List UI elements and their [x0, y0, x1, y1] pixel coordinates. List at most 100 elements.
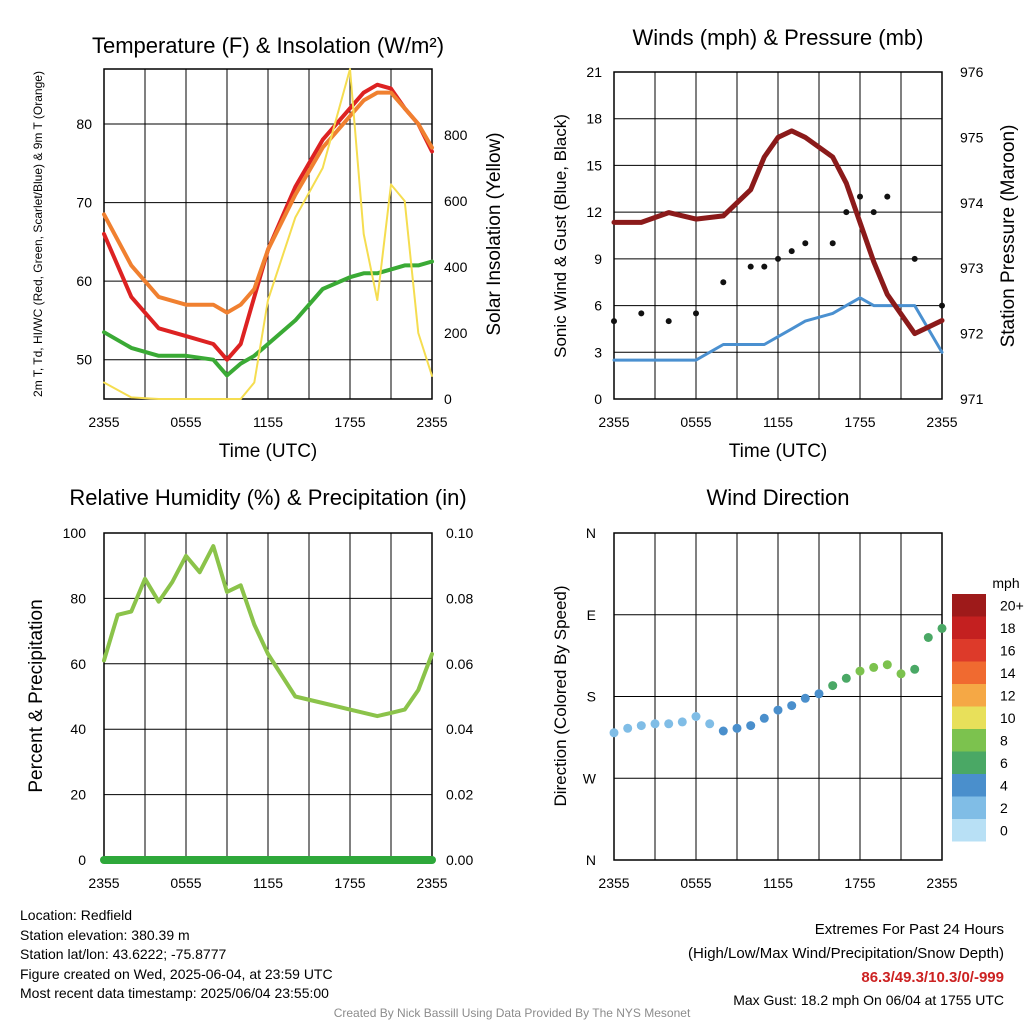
y-tick-label: 70: [76, 195, 92, 211]
y2-tick-label: 600: [444, 193, 468, 209]
x-tick-label: 1755: [844, 414, 875, 430]
gust-point: [870, 209, 877, 216]
y-tick-label: 60: [76, 273, 92, 289]
gust-point: [788, 248, 795, 255]
legend-swatch: [952, 661, 986, 684]
direction-point: [609, 728, 619, 738]
y-tick-label: 40: [70, 721, 86, 737]
legend-label: 16: [1000, 642, 1016, 658]
direction-point: [636, 721, 646, 731]
gust-point: [939, 302, 945, 309]
x-tick-label: 1155: [763, 875, 793, 891]
y-tick-label: W: [583, 770, 597, 786]
direction-point: [869, 662, 879, 672]
direction-point: [828, 681, 838, 691]
legend-label: 20+: [1000, 597, 1024, 613]
panel-title: Wind Direction: [706, 485, 849, 510]
x-tick-label: 2355: [88, 414, 119, 430]
legend-label: 2: [1000, 800, 1008, 816]
legend-swatch: [952, 729, 986, 752]
direction-point: [923, 633, 933, 642]
y-tick-label: 0: [594, 391, 602, 407]
direction-point: [937, 623, 947, 633]
y2-tick-label: 972: [960, 326, 984, 342]
credit-line: Created By Nick Bassill Using Data Provi…: [333, 1006, 691, 1020]
direction-point: [677, 717, 687, 727]
gust-point: [761, 263, 768, 270]
y-tick-label: 6: [594, 298, 602, 314]
y2-tick-label: 0.04: [446, 721, 473, 737]
x-axis-label: Time (UTC): [729, 441, 828, 462]
recent-timestamp: Most recent data timestamp: 2025/06/04 2…: [20, 985, 329, 1001]
gust-point: [857, 193, 863, 200]
direction-point: [623, 723, 633, 733]
x-tick-label: 2355: [88, 875, 119, 891]
y2-tick-label: 0.00: [446, 852, 473, 868]
x-tick-label: 0555: [170, 414, 201, 430]
y-tick-label: N: [586, 525, 596, 541]
y2-tick-label: 400: [444, 259, 468, 275]
y2-tick-label: 973: [960, 260, 984, 276]
direction-point: [896, 669, 906, 679]
legend-title: mph: [992, 575, 1019, 591]
figure-created: Figure created on Wed, 2025-06-04, at 23…: [20, 965, 333, 982]
y2-tick-label: 0.06: [446, 656, 473, 672]
y2-tick-label: 976: [960, 64, 984, 80]
gust-point: [911, 255, 918, 262]
panel-title: Relative Humidity (%) & Precipitation (i…: [69, 485, 466, 510]
gust-point: [638, 310, 645, 317]
y2-tick-label: 971: [960, 391, 984, 407]
direction-point: [800, 693, 810, 703]
y2-tick-label: 0: [444, 391, 452, 407]
direction-point: [705, 719, 715, 729]
panel-title: Winds (mph) & Pressure (mb): [633, 25, 924, 50]
gust-point: [693, 310, 699, 317]
gust-point: [611, 318, 617, 325]
y-tick-label: 9: [594, 251, 602, 267]
y2-tick-label: 975: [960, 129, 984, 145]
legend-swatch: [952, 616, 986, 639]
station-elevation: Station elevation: 380.39 m: [20, 926, 190, 943]
legend-swatch: [952, 819, 986, 842]
panel-title: Temperature (F) & Insolation (W/m²): [92, 33, 444, 58]
direction-point: [841, 673, 851, 683]
y-tick-label: S: [587, 689, 596, 705]
y-axis-label: Direction (Colored By Speed): [551, 585, 570, 806]
y-tick-label: N: [586, 852, 596, 868]
y2-tick-label: 0.08: [446, 590, 473, 606]
legend-label: 10: [1000, 710, 1016, 726]
legend-swatch: [952, 639, 986, 662]
dewpoint-line: [102, 259, 434, 378]
legend-label: 0: [1000, 822, 1008, 838]
pressure-line: [611, 128, 945, 337]
station-location: Location: Redfield: [20, 907, 133, 923]
y-tick-label: 50: [76, 352, 92, 368]
extremes-panel: Extremes For Past 24 Hours (High/Low/Max…: [688, 918, 1004, 1010]
gust-point: [884, 193, 891, 200]
y-tick-label: 80: [76, 116, 92, 132]
direction-point: [691, 712, 701, 721]
legend-label: 14: [1000, 665, 1016, 681]
station-latlon: Station lat/lon: 43.6222; -75.8777: [20, 946, 227, 962]
gust-point: [829, 240, 836, 247]
x-tick-label: 2355: [926, 875, 957, 891]
legend-label: 8: [1000, 732, 1008, 748]
y-tick-label: E: [587, 607, 596, 623]
x-tick-label: 2355: [926, 414, 957, 430]
y-tick-label: 20: [70, 787, 86, 803]
y-axis-label: Percent & Precipitation: [26, 599, 47, 792]
x-tick-label: 2355: [416, 875, 447, 891]
direction-point: [732, 723, 742, 733]
y2-axis-label: Solar Insolation (Yellow): [484, 132, 505, 335]
direction-point: [773, 705, 783, 715]
x-tick-label: 1155: [253, 875, 283, 891]
gust-point: [720, 279, 727, 286]
direction-point: [746, 721, 756, 731]
y-tick-label: 0: [78, 852, 86, 868]
direction-point: [910, 664, 920, 674]
direction-point: [650, 719, 660, 729]
legend-swatch: [952, 751, 986, 774]
x-tick-label: 0555: [680, 414, 711, 430]
station-info: Location: Redfield Station elevation: 38…: [20, 906, 333, 1004]
x-tick-label: 1155: [253, 414, 283, 430]
